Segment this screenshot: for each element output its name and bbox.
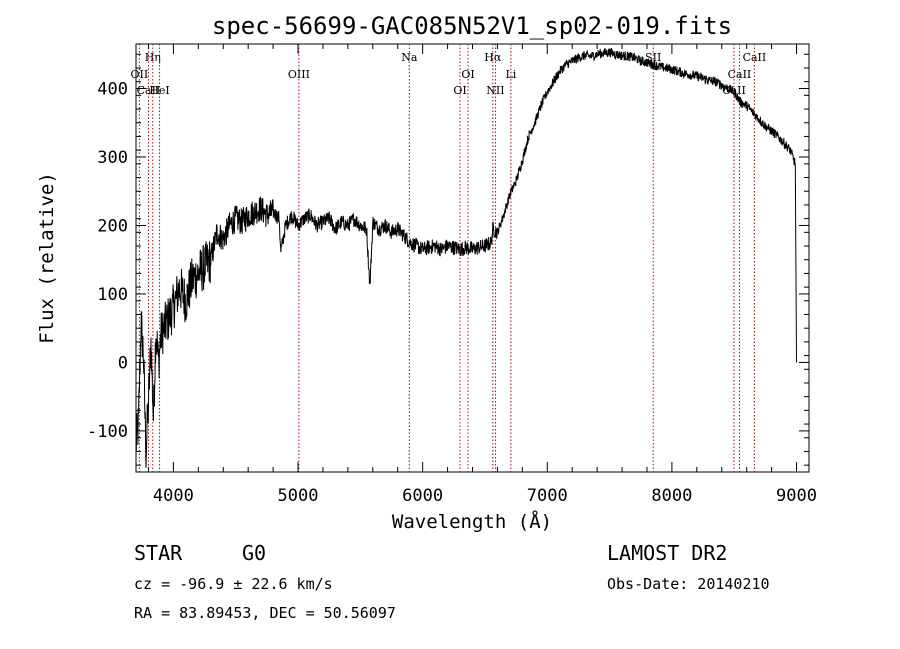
y-tick-label-5: 400 — [97, 80, 128, 100]
obs-date-text: Obs-Date: 20140210 — [607, 575, 770, 593]
spectrum-line — [135, 48, 797, 468]
y-tick-label-1: 0 — [118, 353, 128, 373]
x-tick-label-5: 9000 — [776, 486, 817, 506]
chart-title: spec-56699-GAC085N52V1_sp02-019.fits — [212, 12, 732, 40]
y-tick-label-3: 200 — [97, 216, 128, 236]
line-marker-label-10: Li — [505, 68, 516, 81]
line-marker-label-4: OIII — [288, 68, 310, 81]
plot-frame — [135, 43, 810, 473]
redshift-text: cz = -96.9 ± 22.6 km/s — [134, 575, 333, 593]
line-marker-label-1: OII — [131, 68, 149, 81]
y-axis-label: Flux (relative) — [36, 172, 58, 344]
line-marker-label-12: CaII — [743, 51, 767, 64]
line-marker-label-2: HeI — [149, 84, 169, 97]
x-tick-label-4: 8000 — [651, 486, 692, 506]
line-marker-label-6: OI — [461, 68, 474, 81]
line-marker-label-7: OI — [453, 84, 466, 97]
object-subclass: G0 — [242, 541, 266, 565]
axis-ticks: 4000 5000 6000 7000 8000 9000 -100 0 100 200 300 40… — [87, 44, 817, 506]
line-marker-label-3: CaII — [137, 84, 161, 97]
survey-label: LAMOST DR2 — [607, 541, 727, 565]
x-axis-label: Wavelength (Å) — [392, 510, 552, 533]
line-marker-label-0: Hη — [145, 51, 161, 64]
line-marker-label-13: CaII — [728, 68, 752, 81]
x-tick-label-2: 6000 — [402, 486, 443, 506]
object-class: STAR — [134, 541, 183, 565]
line-marker-label-9: NII — [486, 84, 504, 97]
x-tick-label-3: 7000 — [527, 486, 568, 506]
y-tick-label-4: 300 — [97, 148, 128, 168]
line-marker-label-8: Hα — [484, 51, 502, 64]
line-marker-label-5: Na — [401, 51, 418, 64]
y-tick-label-0: -100 — [87, 422, 128, 442]
y-tick-label-2: 100 — [97, 285, 128, 305]
x-tick-label-1: 5000 — [278, 486, 319, 506]
coordinates-text: RA = 83.89453, DEC = 50.56097 — [134, 604, 396, 622]
x-tick-label-0: 4000 — [153, 486, 194, 506]
